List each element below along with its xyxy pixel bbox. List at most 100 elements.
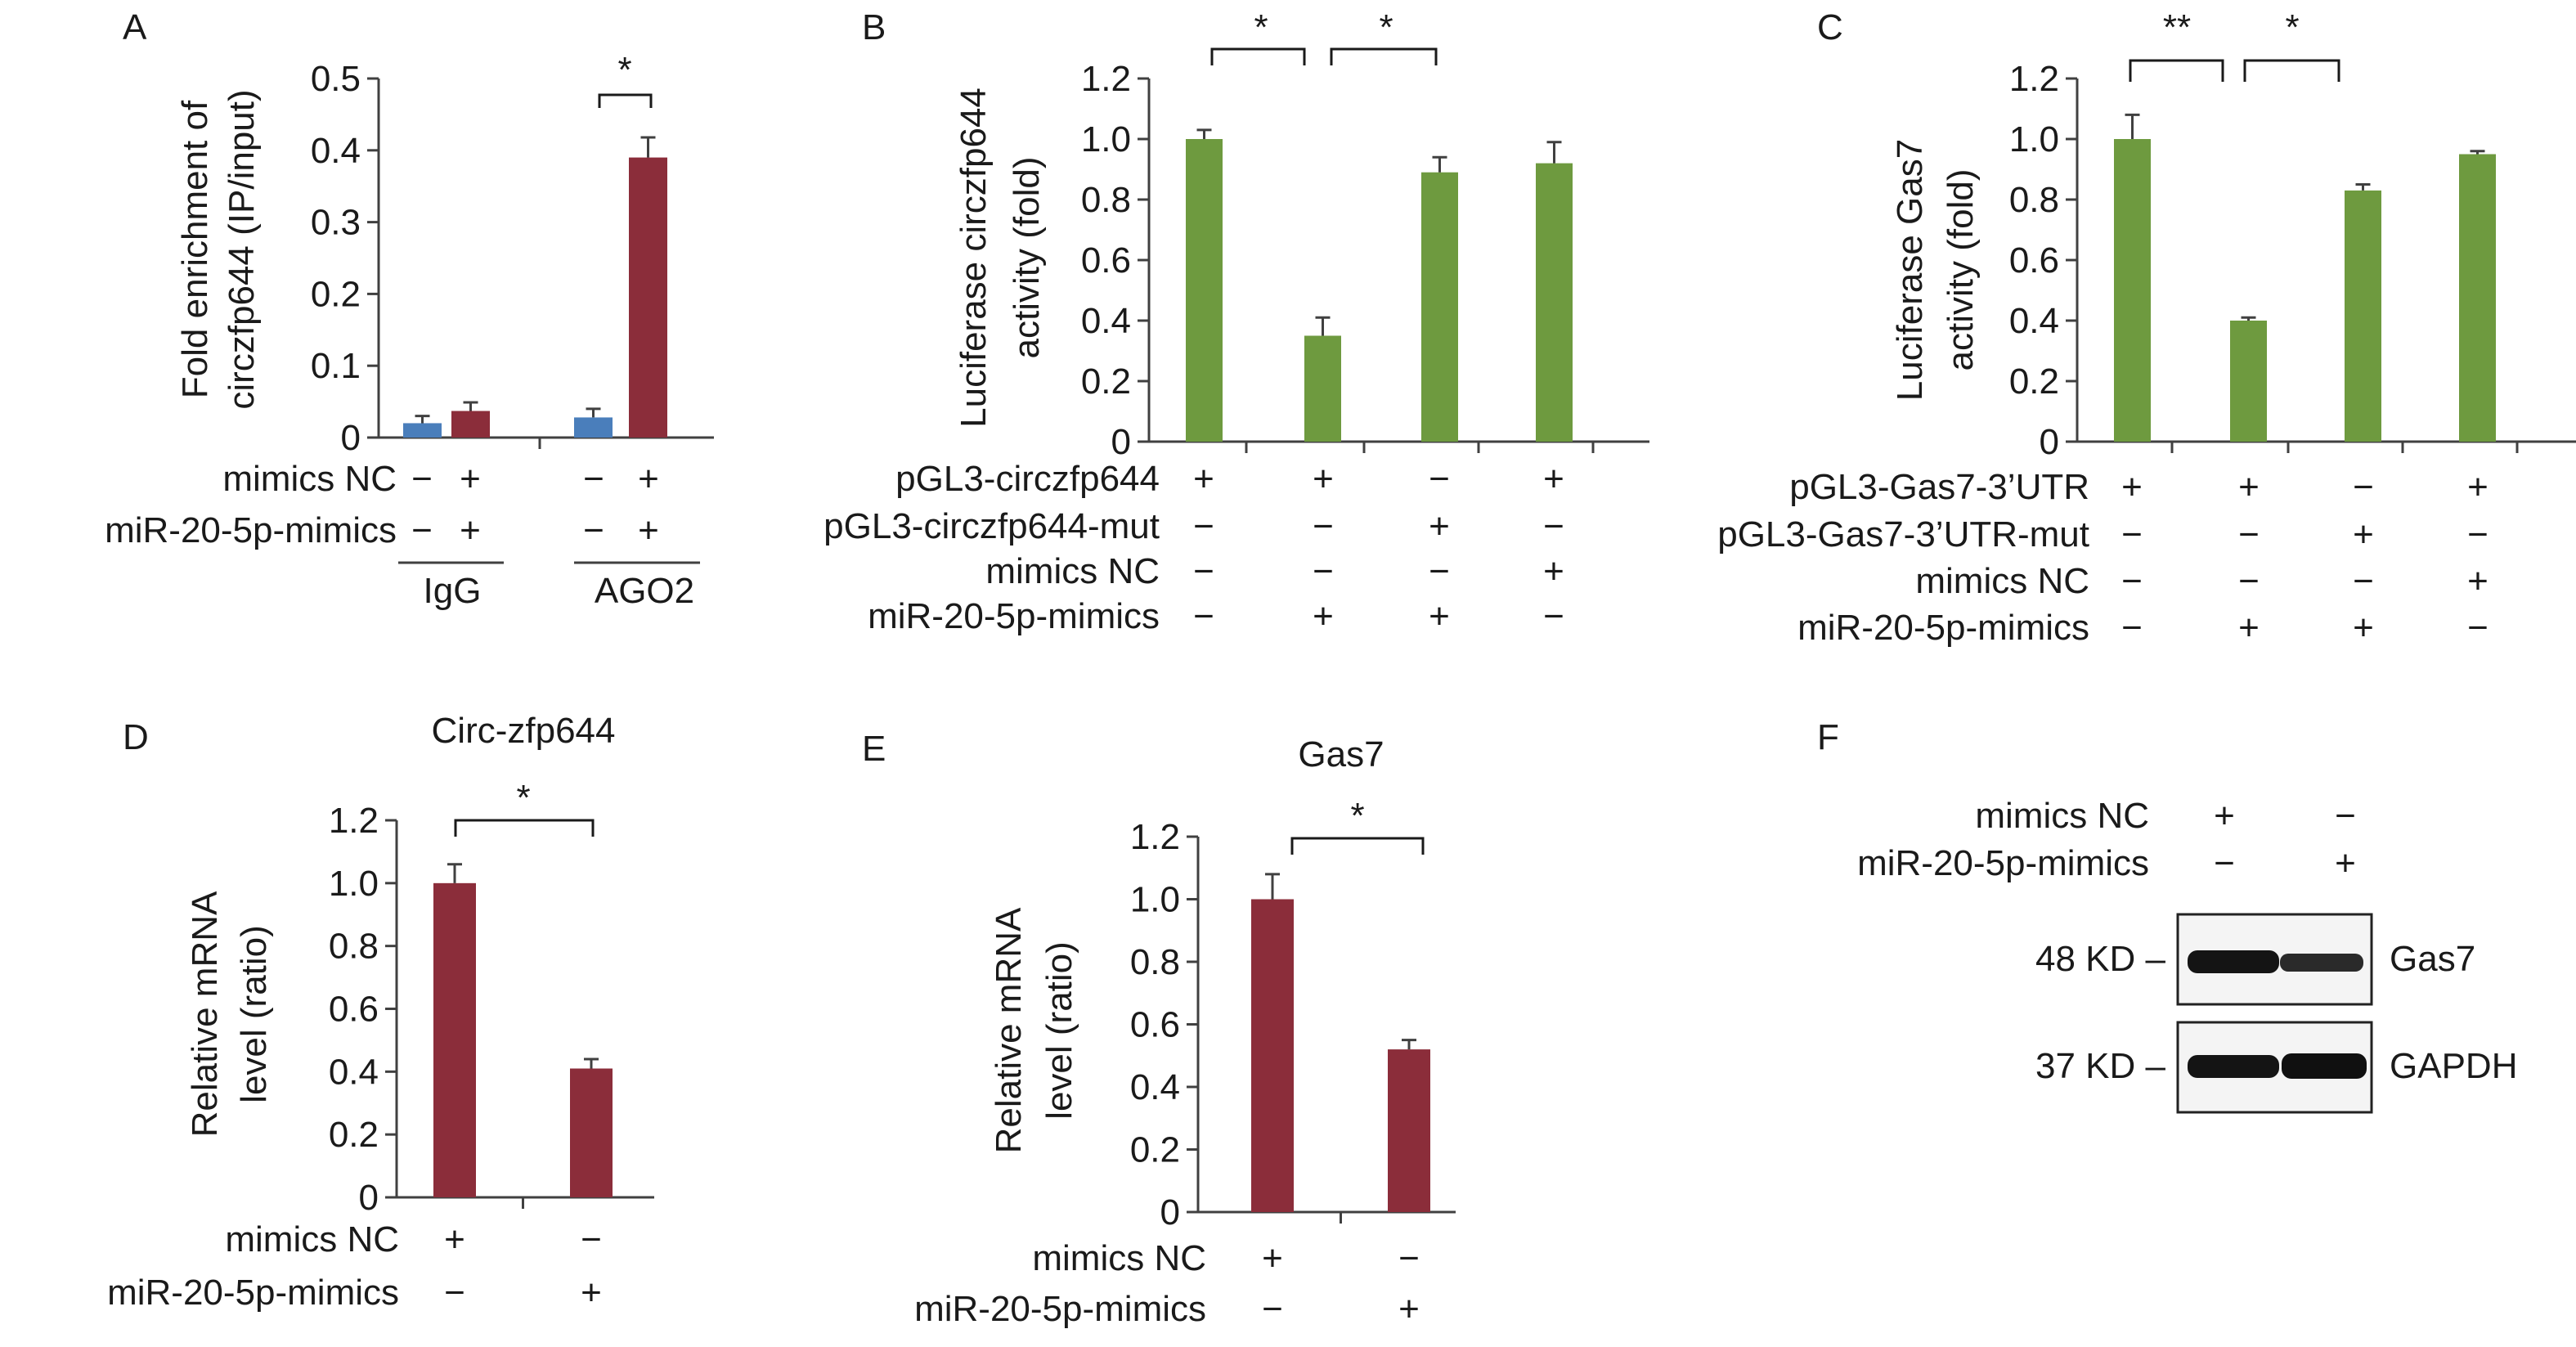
panel-b-bar-3 [1421,172,1458,442]
panel-e-sig-star: * [1350,796,1364,836]
panel-d-y-ticks: 0 0.2 0.4 0.6 0.8 1.0 1.2 [329,801,397,1218]
panel-c-tick-label: 0.4 [2009,301,2059,341]
panel-d-significance: * [454,778,595,837]
panel-d-bars [433,863,613,1197]
panel-a-sig-star: * [617,50,631,90]
panel-e-sign: − [1262,1289,1283,1329]
panel-e-tick-label: 0.6 [1130,1005,1180,1045]
panel-c-sig-star-1: ** [2163,7,2191,47]
panel-a-y-label-line1: Fold enrichment of [175,100,215,398]
panel-b-error-bar-4 [1546,141,1562,164]
band-gapdh-lane2 [2282,1053,2367,1079]
panel-b-y-ticks: 0 0.2 0.4 0.6 0.8 1.0 1.2 [1081,59,1149,462]
panel-b-y-label-line2: activity (fold) [1007,157,1047,359]
panel-c-sign: − [2121,608,2143,648]
panel-d-bar-1 [433,882,476,1197]
panel-b-sign: − [1543,596,1564,636]
panel-d-signs: + − − + [444,1197,602,1313]
panel-a-error-bar-4 [640,136,656,158]
panel-b-tick-label: 0.4 [1081,301,1131,341]
panel-c-row-labels: pGL3-Gas7-3’UTR pGL3-Gas7-3’UTR-mut mimics… [1717,467,2089,648]
panel-f-protein-gas7: Gas7 [2390,939,2475,979]
panel-f-row1-label: mimics NC [1975,796,2149,836]
panel-f-letter: F [1817,717,1839,757]
panel-a-letter: A [123,7,147,47]
panel-c-tick-label: 0.6 [2009,240,2059,281]
panel-d-tick-label: 1.2 [329,801,379,841]
panel-b-row-label: pGL3-circzfp644-mut [824,506,1160,546]
panel-b-sign: + [1313,596,1334,636]
panel-e-bars [1251,873,1430,1212]
panel-b-sign: + [1313,459,1334,499]
panel-d-y-label-line2: level (ratio) [234,925,274,1103]
panel-d-tick-label: 0.8 [329,927,379,967]
panel-c-error-bar-3 [2355,183,2371,191]
panel-c-bar-3 [2345,190,2381,442]
panel-a-group-igg: IgG [424,571,482,611]
panel-a-bar-3 [574,417,613,438]
panel-c-sign: + [2467,561,2488,601]
panel-c-sign: − [2121,561,2143,601]
panel-c-error-bar-4 [2470,150,2485,155]
panel-c-letter: C [1817,7,1843,47]
panel-a-sign: − [411,510,433,550]
panel-a-sign: − [583,510,604,550]
panel-b-sign: − [1313,551,1334,591]
panel-c-error-bar-2 [2241,316,2256,321]
panel-a-bar-2 [451,411,490,438]
panel-c-sign: − [2238,561,2260,601]
panel-a-sig-bracket [598,93,653,108]
panel-c-signs: + + − + − − + − − − − + − + + − [2121,467,2488,648]
panel-c-sig-bracket-1 [2129,59,2224,82]
band-gas7-lane2 [2280,954,2363,972]
panel-e-tick-label: 0.2 [1130,1130,1180,1170]
panel-c-significance: ** * [2129,7,2340,82]
panel-e-sign: − [1398,1238,1420,1278]
panel-e-significance: * [1290,796,1425,855]
panel-b-sign: + [1543,459,1564,499]
panel-a-sign: − [583,459,604,499]
panel-e-bar-1 [1251,899,1294,1212]
panel-a-y-ticks: 0 0.1 0.2 0.3 0.4 0.5 [311,59,379,458]
panel-e-title: Gas7 [1298,734,1384,775]
panel-d-sign: − [444,1273,465,1313]
panel-c-y-ticks: 0 0.2 0.4 0.6 0.8 1.0 1.2 [2009,59,2077,462]
blot-gas7 [2176,913,2373,1006]
panel-d-sig-bracket [454,819,595,837]
panel-b-error-bar-1 [1196,128,1212,139]
panel-a-tick-label: 0.3 [311,203,361,243]
panel-b-error-bar-3 [1432,155,1447,173]
panel-b-bar-2 [1304,335,1341,442]
panel-b-row-labels: pGL3-circzfp644 pGL3-circzfp644-mut mimics… [824,459,1160,636]
panel-b-tick-label: 0.8 [1081,180,1131,220]
panel-d-y-label-line1: Relative mRNA [185,891,225,1137]
panel-d-error-bar-2 [584,1057,599,1069]
panel-a-tick-label: 0.5 [311,59,361,99]
panel-e-bar-2 [1388,1049,1430,1212]
panel-e-tick-label: 1.0 [1130,880,1180,920]
panel-d-error-bar-1 [447,863,462,883]
panel-d: D Circ-zfp644 Relative mRNA level (ratio… [107,711,654,1313]
panel-f-row2-label: miR-20-5p-mimics [1857,843,2149,883]
panel-d-sign: + [581,1273,602,1313]
panel-b-tick-label: 0.6 [1081,240,1131,281]
panel-c-sign: − [2353,467,2374,507]
panel-c-row-label: pGL3-Gas7-3’UTR-mut [1717,514,2089,555]
panel-d-row1-label: mimics NC [225,1219,399,1259]
panel-a-tick-label: 0.4 [311,131,361,171]
panel-f-protein-gapdh: GAPDH [2390,1046,2517,1086]
panel-b-tick-label: 1.0 [1081,119,1131,159]
panel-c-error-bar-1 [2125,113,2140,139]
panel-b-signs: + + − + − − + − − − − + − + + − [1193,459,1564,636]
panel-a-sign: + [638,459,659,499]
panel-e-sig-bracket [1290,837,1425,855]
panel-b-tick-label: 0.2 [1081,361,1131,402]
panel-c-sign: + [2353,608,2374,648]
panel-c-bars [2114,113,2519,453]
panel-c-row-label: pGL3-Gas7-3’UTR [1789,467,2089,507]
panel-d-tick-label: 0.2 [329,1115,379,1155]
band-gapdh-lane1 [2188,1055,2279,1078]
panel-d-row2-label: miR-20-5p-mimics [107,1273,399,1313]
panel-b-y-label-line1: Luciferase circzfp644 [954,88,994,428]
